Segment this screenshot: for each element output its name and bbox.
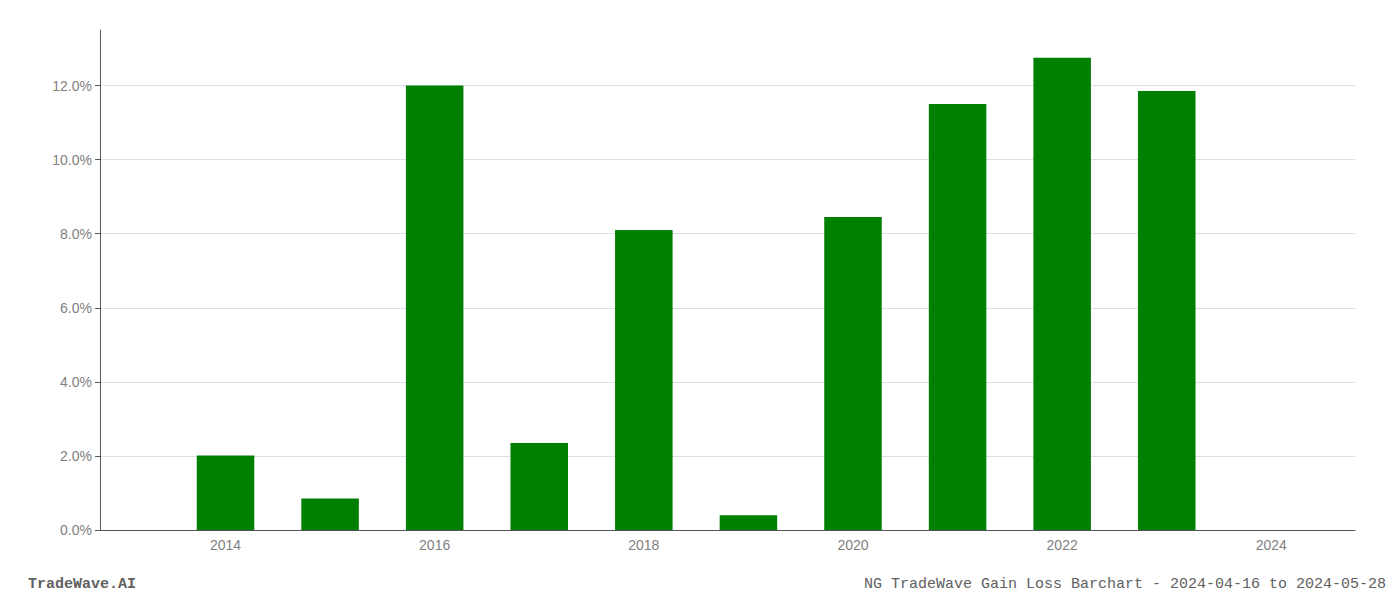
svg-text:2014: 2014 (210, 537, 241, 553)
svg-text:2018: 2018 (628, 537, 659, 553)
svg-text:2016: 2016 (419, 537, 450, 553)
svg-text:TradeWave.AI: TradeWave.AI (28, 576, 136, 593)
svg-text:2.0%: 2.0% (60, 448, 92, 464)
svg-text:4.0%: 4.0% (60, 374, 92, 390)
svg-text:10.0%: 10.0% (52, 152, 92, 168)
svg-text:0.0%: 0.0% (60, 522, 92, 538)
svg-text:2024: 2024 (1256, 537, 1287, 553)
svg-text:6.0%: 6.0% (60, 300, 92, 316)
svg-text:NG TradeWave Gain Loss Barchar: NG TradeWave Gain Loss Barchart - 2024-0… (864, 576, 1386, 593)
svg-text:12.0%: 12.0% (52, 78, 92, 94)
svg-text:2020: 2020 (837, 537, 868, 553)
svg-text:8.0%: 8.0% (60, 226, 92, 242)
svg-text:2022: 2022 (1047, 537, 1078, 553)
